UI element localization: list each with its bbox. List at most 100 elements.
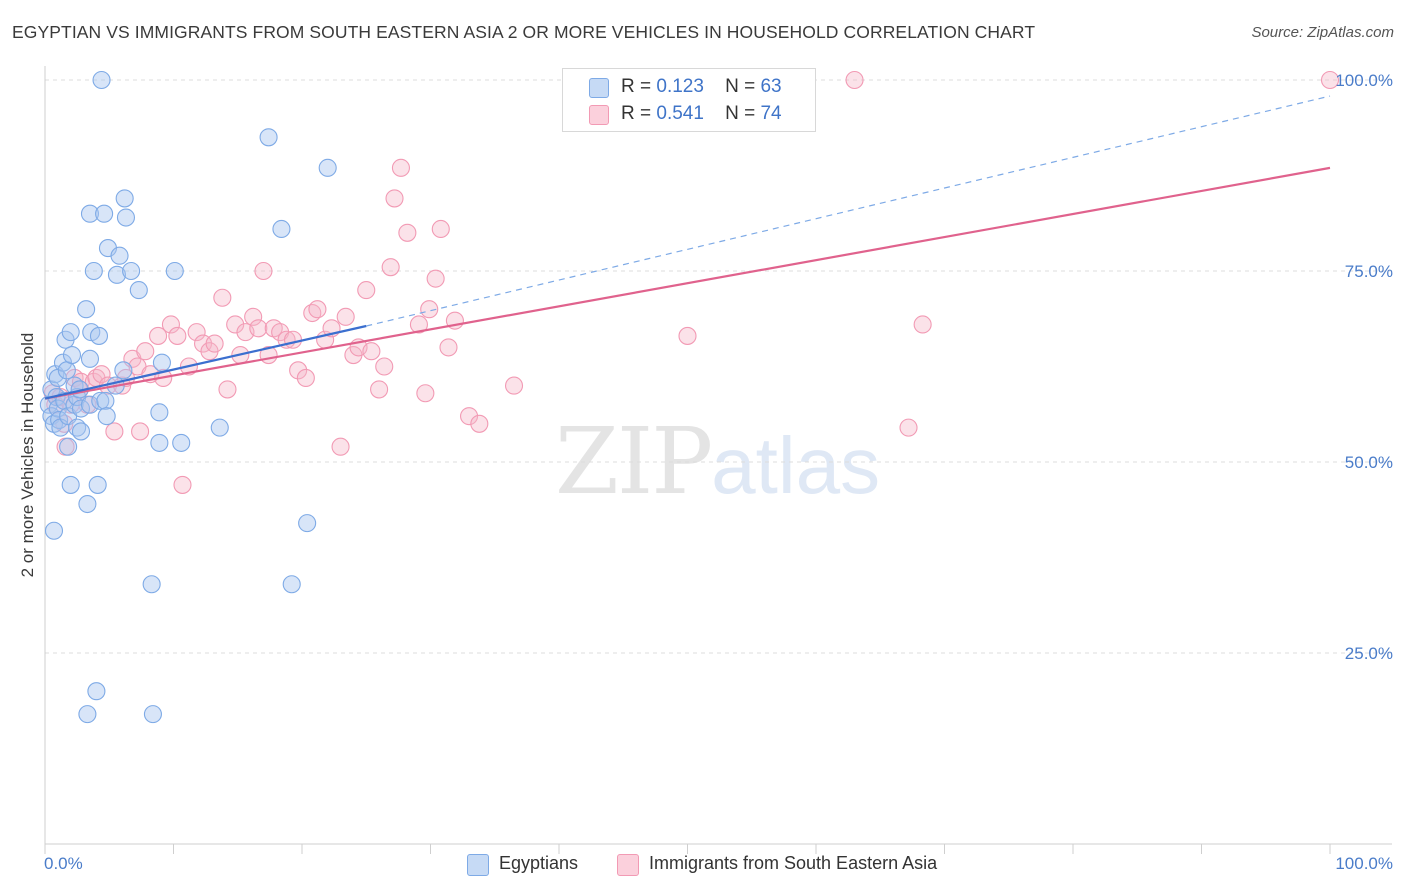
egyptian-point [61, 323, 80, 342]
egyptian-point [116, 208, 136, 227]
bottom-legend-label: Egyptians [499, 853, 579, 873]
egyptian-point [298, 514, 317, 533]
trend-lines [44, 95, 1331, 400]
sea-point [470, 414, 489, 433]
sea-point [459, 407, 479, 426]
egyptian-point [172, 433, 191, 452]
sea-point [249, 319, 268, 338]
sea-point [149, 326, 168, 345]
source-label: Source: ZipAtlas.com [1251, 24, 1394, 41]
y-tick-label: 75.0% [1345, 262, 1393, 281]
egyptian-point [150, 433, 169, 452]
egyptian-point [80, 204, 100, 223]
egyptian-trend-extension [366, 95, 1331, 327]
sea-point [439, 338, 458, 357]
egyptian-point [80, 349, 100, 368]
sea-point [899, 418, 918, 437]
egyptian-point [165, 261, 184, 281]
sea-point [913, 315, 932, 334]
egyptian-point [122, 261, 141, 281]
sea-point [357, 281, 376, 300]
legend: R = 0.123 N = 63 R = 0.541 N = 74 [562, 68, 816, 132]
egyptian-point [210, 418, 229, 437]
sea-point [161, 315, 180, 334]
sea-point [375, 357, 394, 376]
egyptian-trend-line [44, 324, 367, 400]
sea-point [370, 380, 389, 399]
sea-point [205, 334, 224, 353]
sea-point [381, 258, 400, 277]
sea-point [416, 384, 435, 403]
x-tick-label: 0.0% [44, 854, 83, 873]
tick-labels: 25.0% 50.0% 75.0% 100.0% 0.0% 100.0% [44, 71, 1393, 873]
bottom-legend-swatch-egyptians [467, 854, 489, 876]
sea-point [173, 475, 192, 494]
sea-point [168, 326, 187, 345]
sea-point [845, 70, 864, 90]
legend-swatch-egyptians [589, 78, 609, 98]
egyptian-point [59, 437, 78, 456]
egyptian-point [71, 399, 91, 418]
egyptian-point [80, 395, 100, 414]
sea-point [336, 307, 355, 326]
egyptian-point [282, 575, 301, 594]
egyptian-point [87, 682, 106, 701]
chart-title: EGYPTIAN VS IMMIGRANTS FROM SOUTH EASTER… [12, 22, 1036, 42]
egyptian-point [44, 521, 64, 540]
legend-n-value: 63 [760, 76, 782, 97]
egyptian-point [114, 361, 133, 380]
sea-point [331, 437, 350, 456]
egyptian-point [88, 475, 107, 494]
egyptian-point [97, 407, 116, 426]
legend-n-label: N = [725, 76, 756, 97]
y-tick-label: 50.0% [1345, 453, 1393, 472]
egyptian-point [57, 361, 76, 380]
bottom-legend-label: Immigrants from South Eastern Asia [649, 853, 938, 873]
watermark-atlas: atlas [711, 421, 881, 510]
egyptian-point [50, 410, 69, 430]
legend-r-value: 0.541 [656, 103, 704, 124]
sea-point [92, 365, 111, 384]
sea-point [105, 422, 124, 441]
egyptian-point [142, 575, 161, 594]
egyptian-point [129, 281, 148, 300]
sea-point [244, 307, 263, 326]
egyptian-point [259, 128, 278, 147]
egyptian-point [48, 399, 67, 418]
egyptian-point [92, 70, 111, 90]
sea-point [409, 315, 428, 334]
sea-point [296, 368, 315, 388]
egyptian-point [318, 158, 337, 177]
sea-trend-line [44, 166, 1331, 400]
sea-point [391, 158, 410, 177]
y-tick-label: 25.0% [1345, 644, 1393, 663]
egyptian-point [84, 261, 103, 281]
egyptian-point [39, 395, 58, 414]
legend-text: R = 0.541 N = 74 [621, 103, 782, 125]
bottom-legend-swatch-sea [617, 854, 639, 876]
egyptian-point [61, 475, 80, 494]
egyptian-point [78, 494, 97, 514]
egyptian-point [89, 326, 109, 345]
egyptian-point [91, 391, 110, 410]
sea-point [131, 422, 150, 441]
axes [44, 66, 1392, 854]
egyptian-point [71, 422, 91, 441]
egyptian-point [115, 189, 134, 208]
sea-point [289, 361, 308, 380]
egyptian-point [78, 705, 97, 724]
sea-point [362, 342, 381, 361]
egyptian-point [143, 705, 162, 724]
egyptian-point [96, 391, 115, 410]
egyptian-point [110, 246, 129, 265]
legend-swatch-sea [589, 105, 609, 125]
sea-point [218, 380, 237, 399]
legend-r-label: R = [621, 76, 652, 97]
egyptian-point [272, 219, 291, 239]
sea-point [254, 261, 273, 281]
y-tick-label: 100.0% [1335, 71, 1393, 90]
sea-point [420, 300, 439, 319]
sea-point [283, 330, 303, 349]
bottom-legend: Egyptians Immigrants from South Eastern … [0, 852, 1406, 878]
